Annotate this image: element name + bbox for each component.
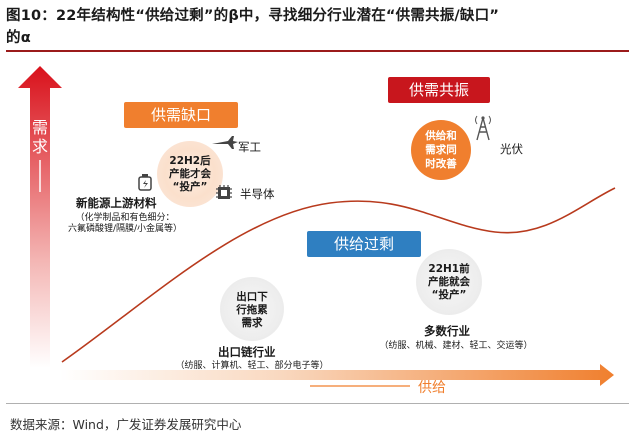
demand-axis-label: 需求 xyxy=(31,118,48,156)
resonance-circle xyxy=(411,120,471,180)
battery-icon xyxy=(138,174,152,191)
cycle-curve xyxy=(61,187,616,363)
export-circle-text: 出口下 行拖累 需求 xyxy=(236,291,268,329)
many-industries-label: 多数行业 xyxy=(424,324,470,338)
export-circle xyxy=(220,277,284,341)
new-energy-note-1: （化学制品和有色细分： xyxy=(75,213,175,223)
capacity-circle-text: 22H1前 产能就会 “投产” xyxy=(428,263,470,301)
figure-title-line2: 的α xyxy=(6,30,31,46)
semiconductor-label: 半导体 xyxy=(240,187,275,201)
new-energy-label: 新能源上游材料 xyxy=(76,196,157,210)
title-divider xyxy=(6,50,629,52)
figure-title-line1: 图10：22年结构性“供给过剩”的β中，寻找细分行业潜在“供需共振/缺口” xyxy=(6,8,500,24)
supply-axis-arrow xyxy=(60,364,614,386)
jet-icon xyxy=(212,136,238,149)
demand-axis-arrow xyxy=(18,66,62,368)
source-note: 数据来源：Wind，广发证券发展研究中心 xyxy=(10,417,242,432)
new-energy-note-2: 六氟磷酸锂/隔膜/小金属等） xyxy=(67,224,183,234)
oversupply-label: 供给过剩 xyxy=(307,231,421,257)
resonance-circle-text: 供给和 需求同 时改善 xyxy=(425,130,457,170)
resonance-label: 供需共振 xyxy=(388,77,490,103)
photovoltaic-label: 光伏 xyxy=(500,142,523,156)
export-chain-note: （纺服、计算机、轻工、部分电子等） xyxy=(175,361,329,371)
shortage-circle-text: 22H2后 产能才会 “投产” xyxy=(169,155,211,193)
many-industries-note: （纺服、机械、建材、轻工、交运等） xyxy=(379,341,533,351)
export-chain-label: 出口链行业 xyxy=(218,345,276,359)
supply-axis-label: 供给 xyxy=(418,380,446,396)
shortage-circle xyxy=(157,141,223,207)
shortage-label: 供需缺口 xyxy=(124,102,238,128)
military-label: 军工 xyxy=(238,140,261,154)
tower-icon xyxy=(475,115,491,141)
chip-icon xyxy=(216,185,232,199)
capacity-circle xyxy=(416,249,482,315)
source-divider xyxy=(6,403,629,404)
